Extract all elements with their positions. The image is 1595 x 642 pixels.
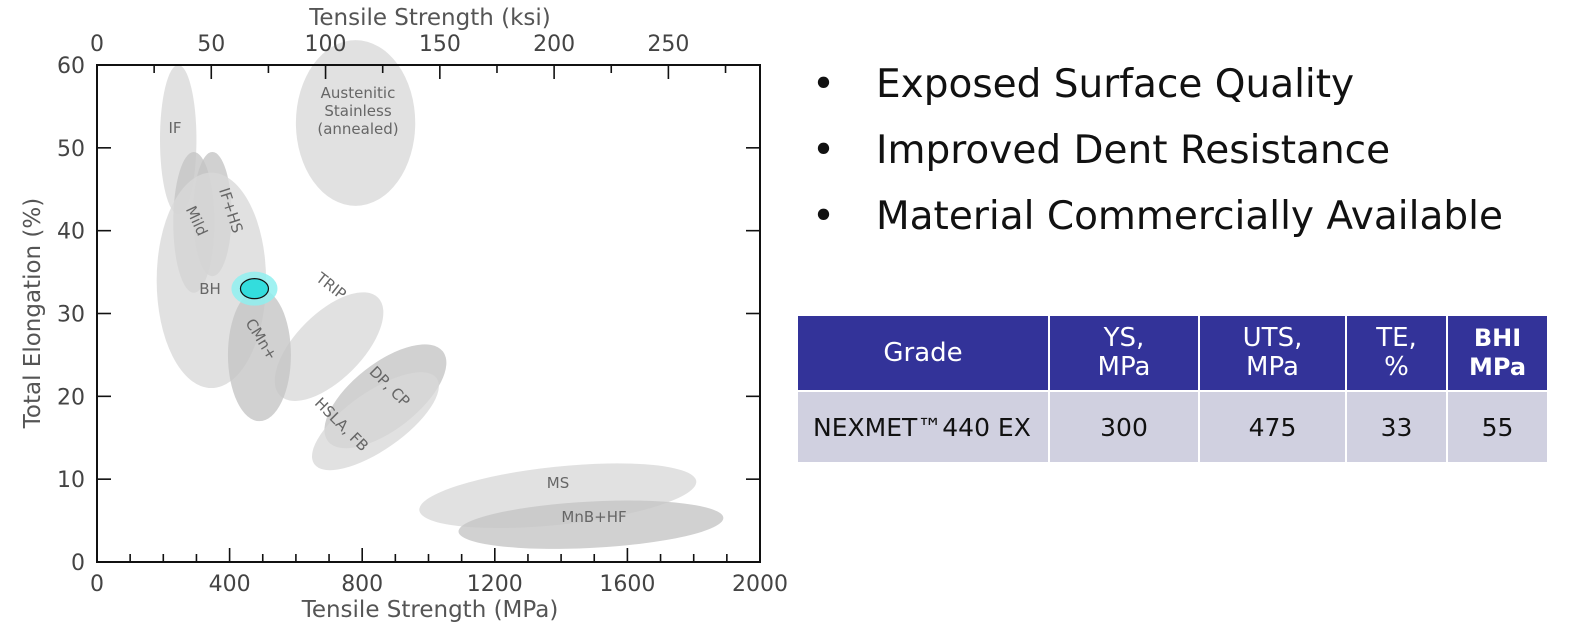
feature-item: • Material Commercially Available [812, 184, 1503, 250]
material-properties-table: Grade YS, MPa UTS, MPa TE,% BHI MPa NEXMET™… [796, 314, 1549, 464]
steel-grade-regions [156, 40, 724, 549]
region-austenitic-stainless-annealed- [295, 40, 416, 206]
x-tick-label: 1600 [599, 572, 655, 597]
y-tick-label: 50 [57, 137, 85, 162]
y-tick-label: 10 [57, 468, 85, 493]
x2-tick-label: 150 [419, 32, 461, 57]
cell-te: 33 [1345, 390, 1448, 464]
x-tick-label: 400 [209, 572, 251, 597]
region-label-austenitic-line: (annealed) [317, 120, 398, 138]
cell-bhi: 55 [1446, 390, 1549, 464]
region-hsla-fb [312, 372, 439, 471]
x2-tick-label: 250 [647, 32, 689, 57]
region-trip [274, 292, 384, 401]
cell-ys: 300 [1048, 390, 1200, 464]
y-tick-label: 30 [57, 303, 85, 328]
x-tick-label: 1200 [467, 572, 523, 597]
region-label-austenitic-line: Stainless [324, 102, 391, 120]
header-bhi: BHI MPa [1446, 314, 1549, 392]
nexmet-highlight-marker [231, 271, 278, 306]
x-axis-title: Tensile Strength (MPa) [301, 597, 559, 623]
bullet-icon: • [812, 62, 836, 107]
highlight-point [239, 278, 270, 300]
header-grade: Grade [796, 314, 1050, 392]
y-tick-label: 40 [57, 220, 85, 245]
feature-list: • Exposed Surface Quality • Improved Dent … [812, 52, 1503, 250]
header-te: TE,% [1345, 314, 1448, 392]
region-label-mnb-hf: MnB+HF [561, 508, 626, 526]
table-header-row: Grade YS, MPa UTS, MPa TE,% BHI MPa [796, 314, 1549, 392]
y-axis-title: Total Elongation (%) [20, 198, 46, 429]
header-uts: UTS, MPa [1198, 314, 1347, 392]
bullet-icon: • [812, 194, 836, 239]
x2-axis-title: Tensile Strength (ksi) [308, 5, 551, 31]
y-tick-label: 20 [57, 385, 85, 410]
table-row: NEXMET™440 EX 300 475 33 55 [796, 390, 1549, 464]
region-label-bh: BH [199, 280, 221, 298]
x-tick-label: 0 [90, 572, 104, 597]
x-tick-label: 800 [341, 572, 383, 597]
region-cmn- [227, 288, 291, 422]
x-tick-label: 2000 [732, 572, 788, 597]
region-mnb-hf [458, 500, 724, 549]
header-ys: YS, MPa [1048, 314, 1200, 392]
y-tick-label: 0 [71, 551, 85, 576]
region-label-austenitic-line: Austenitic [321, 84, 396, 102]
x2-tick-label: 0 [90, 32, 104, 57]
x2-tick-label: 200 [533, 32, 575, 57]
x2-tick-label: 100 [305, 32, 347, 57]
feature-text: Exposed Surface Quality [876, 62, 1355, 107]
feature-item: • Improved Dent Resistance [812, 118, 1503, 184]
feature-text: Improved Dent Resistance [876, 128, 1391, 173]
feature-item: • Exposed Surface Quality [812, 52, 1503, 118]
cell-uts: 475 [1198, 390, 1347, 464]
cell-grade: NEXMET™440 EX [796, 390, 1050, 464]
region-label-if: IF [168, 119, 181, 137]
feature-text: Material Commercially Available [876, 194, 1503, 239]
region-label-ms: MS [547, 474, 569, 492]
bullet-icon: • [812, 128, 836, 173]
y-tick-label: 60 [57, 54, 85, 79]
chart-axes: 0 400 800 1200 1600 2000 0 50 100 150 200 250 0 10 20 3… [57, 32, 788, 597]
tensile-elongation-chart: 0 400 800 1200 1600 2000 0 50 100 150 200 250 0 10 20 3… [20, 5, 788, 623]
x2-tick-label: 50 [197, 32, 225, 57]
